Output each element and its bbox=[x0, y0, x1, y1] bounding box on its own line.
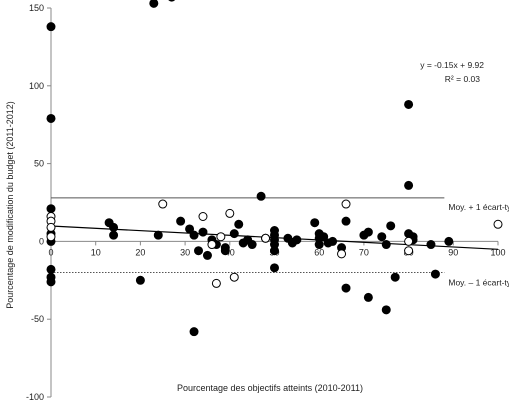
data-point-filled bbox=[430, 269, 440, 279]
data-point-filled bbox=[220, 246, 230, 256]
data-point-filled bbox=[153, 230, 163, 240]
data-point-hollow bbox=[225, 208, 235, 218]
data-point-filled bbox=[46, 264, 56, 274]
data-point-hollow bbox=[337, 249, 347, 259]
data-point-filled bbox=[168, 0, 176, 2]
data-point-filled bbox=[444, 236, 454, 246]
x-tick-label: 100 bbox=[490, 247, 505, 257]
data-point-filled bbox=[404, 180, 414, 190]
data-point-filled bbox=[109, 222, 119, 232]
x-tick-label: 20 bbox=[135, 247, 145, 257]
data-point-filled bbox=[381, 305, 391, 315]
data-point-filled bbox=[229, 229, 239, 239]
data-point-filled bbox=[198, 227, 208, 237]
data-point-filled bbox=[404, 99, 414, 109]
data-point-hollow bbox=[216, 232, 226, 242]
data-point-hollow bbox=[207, 240, 217, 250]
data-point-filled bbox=[46, 113, 56, 123]
data-point-filled bbox=[149, 0, 159, 8]
data-point-filled bbox=[202, 250, 212, 260]
y-tick-label: -100 bbox=[26, 392, 44, 402]
data-point-filled bbox=[363, 292, 373, 302]
data-point-filled bbox=[314, 240, 324, 250]
reference-label-upper: Moy. + 1 écart-type. bbox=[448, 202, 509, 212]
data-point-filled bbox=[247, 240, 257, 250]
x-tick-label: 60 bbox=[314, 247, 324, 257]
trendline-r2: R² = 0.03 bbox=[445, 74, 480, 84]
y-tick-label: 50 bbox=[34, 159, 44, 169]
data-point-filled bbox=[426, 240, 436, 250]
data-point-filled bbox=[319, 232, 329, 242]
x-tick-label: 40 bbox=[225, 247, 235, 257]
data-point-filled bbox=[256, 191, 266, 201]
data-point-hollow bbox=[404, 246, 414, 256]
data-point-hollow bbox=[211, 278, 221, 288]
data-point-filled bbox=[328, 236, 338, 246]
data-point-filled bbox=[270, 263, 279, 273]
data-point-hollow bbox=[493, 219, 503, 229]
data-point-filled bbox=[189, 230, 199, 240]
x-tick-label: 30 bbox=[180, 247, 190, 257]
data-point-filled bbox=[46, 204, 56, 214]
data-point-filled bbox=[292, 235, 302, 245]
x-tick-label: 70 bbox=[359, 247, 369, 257]
data-point-filled bbox=[109, 230, 119, 240]
data-point-hollow bbox=[404, 236, 414, 246]
trendline-equation: y = -0.15x + 9.92 bbox=[420, 60, 484, 70]
data-point-filled bbox=[189, 327, 199, 337]
data-point-filled bbox=[341, 216, 351, 226]
data-point-filled bbox=[46, 22, 56, 32]
data-point-filled bbox=[46, 277, 56, 287]
data-point-filled bbox=[341, 283, 351, 293]
data-point-filled bbox=[176, 216, 186, 226]
reference-label-lower: Moy. – 1 écart-type bbox=[448, 278, 509, 288]
data-point-filled bbox=[386, 221, 396, 231]
x-tick-label: 10 bbox=[91, 247, 101, 257]
y-tick-label: 150 bbox=[29, 3, 44, 13]
y-tick-label: 0 bbox=[39, 236, 44, 246]
data-point-hollow bbox=[46, 222, 56, 232]
data-point-hollow bbox=[229, 272, 239, 282]
data-point-filled bbox=[194, 246, 204, 256]
data-point-hollow bbox=[46, 232, 56, 242]
data-point-filled bbox=[377, 232, 387, 242]
data-point-filled bbox=[310, 218, 320, 228]
data-point-filled bbox=[270, 246, 279, 256]
x-tick-label: 0 bbox=[48, 247, 53, 257]
data-point-filled bbox=[363, 227, 373, 237]
data-point-filled bbox=[185, 224, 195, 234]
x-axis-title: Pourcentage des objectifs atteints (2010… bbox=[177, 383, 363, 393]
data-point-hollow bbox=[198, 212, 208, 222]
x-tick-label: 90 bbox=[448, 247, 458, 257]
y-tick-label: 100 bbox=[29, 81, 44, 91]
data-point-filled bbox=[234, 219, 244, 229]
data-point-hollow bbox=[341, 199, 351, 209]
data-point-filled bbox=[390, 272, 400, 282]
y-axis-title: Pourcentage de modification du budget (2… bbox=[5, 101, 15, 308]
y-tick-label: -50 bbox=[31, 314, 44, 324]
data-point-filled bbox=[135, 275, 145, 285]
data-point-hollow bbox=[261, 233, 271, 243]
data-point-hollow bbox=[158, 199, 168, 209]
data-point-filled bbox=[381, 240, 391, 250]
